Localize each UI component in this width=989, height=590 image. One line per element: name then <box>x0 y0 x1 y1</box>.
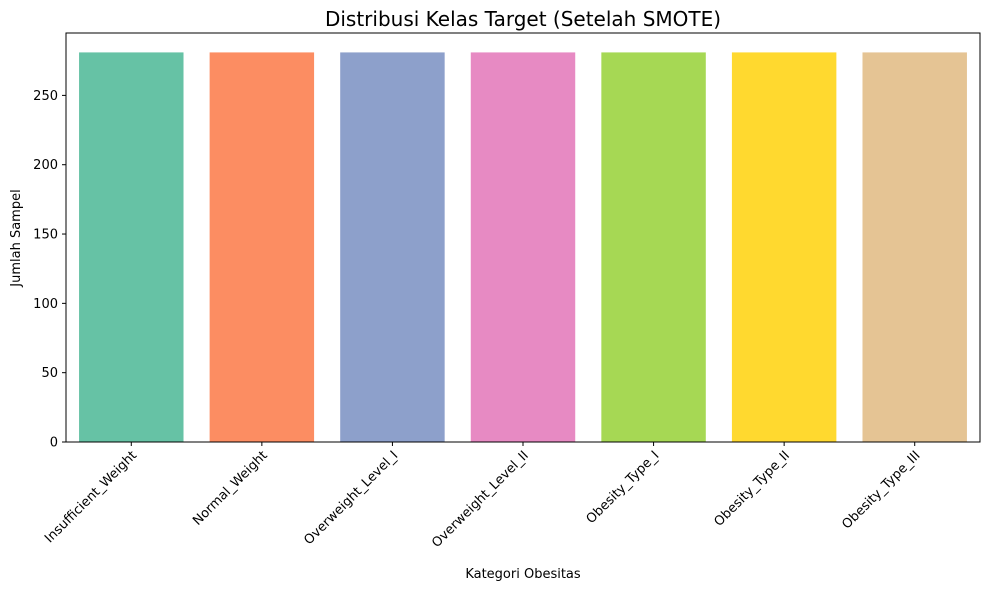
y-axis: 0 50 100 150 200 250 <box>33 89 66 451</box>
bars <box>79 52 967 443</box>
y-tick-label: 100 <box>33 297 58 312</box>
x-axis: Insufficient_Weight Normal_Weight Overweig… <box>42 442 924 551</box>
y-tick-label: 200 <box>33 158 58 173</box>
x-tick-label: Insufficient_Weight <box>42 448 140 546</box>
x-tick-label: Normal_Weight <box>190 448 270 528</box>
bar-overweight-level-i <box>340 52 445 443</box>
x-tick-label: Overweight_Level_I <box>301 448 401 548</box>
x-tick-label: Overweight_Level_II <box>429 448 532 551</box>
x-axis-label: Kategori Obesitas <box>465 567 581 582</box>
x-tick-label: Obesity_Type_III <box>839 448 923 532</box>
y-axis-label: Jumlah Sampel <box>9 189 24 287</box>
bar-obesity-type-i <box>601 52 706 443</box>
y-tick-label: 50 <box>41 366 58 381</box>
bar-normal-weight <box>209 52 315 443</box>
y-tick-label: 250 <box>33 89 58 104</box>
bar-overweight-level-ii <box>470 52 576 443</box>
x-tick-label: Obesity_Type_I <box>584 448 663 527</box>
y-tick-label: 0 <box>50 436 58 451</box>
chart-title: Distribusi Kelas Target (Setelah SMOTE) <box>325 7 721 31</box>
plot-frame <box>65 32 981 443</box>
bar-insufficient-weight <box>79 52 184 443</box>
bar-obesity-type-iii <box>862 52 967 443</box>
x-tick-label: Obesity_Type_II <box>712 448 793 529</box>
bar-obesity-type-ii <box>731 52 837 443</box>
y-tick-label: 150 <box>33 228 58 243</box>
